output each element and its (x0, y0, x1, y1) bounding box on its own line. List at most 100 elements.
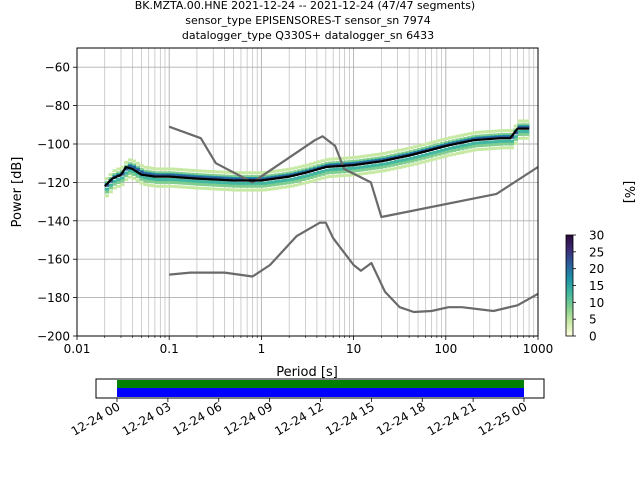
density-cell (151, 170, 156, 174)
density-cell (448, 136, 453, 140)
density-cell (286, 178, 291, 182)
density-cell (124, 160, 129, 164)
density-cell (120, 165, 125, 169)
density-cell (309, 173, 314, 177)
density-cell (490, 147, 495, 151)
density-cell (467, 149, 472, 153)
density-cell (193, 169, 198, 173)
density-cell (386, 164, 391, 168)
density-cell (324, 175, 329, 179)
density-cell (405, 147, 410, 151)
density-cell (305, 174, 310, 178)
x-tick-label: 10 (346, 342, 361, 356)
density-cell (401, 161, 407, 165)
density-cell (525, 136, 530, 140)
y-axis-label: Power [dB] (10, 157, 25, 228)
density-cell (255, 175, 260, 179)
density-cell (432, 144, 437, 148)
density-cell (232, 184, 237, 188)
density-cell (394, 149, 399, 153)
density-cell (185, 175, 191, 179)
density-cell (401, 158, 407, 162)
density-cell (127, 175, 133, 179)
density-cell (332, 167, 337, 171)
density-cell (216, 187, 221, 191)
density-cell (417, 148, 422, 152)
density-cell (228, 171, 233, 175)
density-cell (455, 145, 461, 149)
density-cell (120, 183, 125, 187)
density-cell (324, 168, 329, 172)
density-cell (251, 184, 256, 188)
density-cell (131, 166, 137, 170)
density-cell (174, 185, 179, 189)
density-cell (212, 180, 218, 184)
density-cell (363, 165, 368, 169)
density-cell (509, 129, 515, 133)
y-tick-label: −80 (45, 99, 70, 113)
colorbar-label: [%] (621, 181, 636, 204)
density-cell (282, 172, 287, 176)
density-cell (247, 171, 252, 175)
density-cell (328, 168, 333, 172)
density-cell (224, 181, 229, 185)
density-cell (166, 184, 171, 188)
density-cell (424, 142, 430, 146)
density-cell (201, 180, 206, 184)
density-cell (336, 167, 341, 171)
density-cell (193, 179, 198, 183)
density-cell (363, 171, 368, 175)
density-cell (397, 159, 403, 163)
density-cell (293, 183, 299, 187)
density-cell (193, 175, 198, 179)
density-cell (154, 171, 160, 175)
density-cell (343, 156, 349, 160)
x-tick-label: 100 (434, 342, 457, 356)
density-cell (386, 154, 391, 158)
density-cell (359, 158, 364, 162)
density-cell (262, 174, 268, 178)
density-cell (124, 167, 129, 171)
density-cell (266, 174, 272, 178)
density-cell (505, 142, 511, 146)
colorbar-tick-label: 30 (589, 229, 604, 243)
density-cell (405, 157, 410, 161)
density-cell (343, 167, 349, 171)
density-cell (494, 146, 499, 150)
density-cell (208, 183, 214, 187)
density-cell (127, 162, 133, 166)
density-cell (224, 188, 229, 192)
density-cell (347, 156, 353, 160)
density-cell (243, 184, 248, 188)
density-cell (347, 160, 353, 164)
density-cell (251, 175, 256, 179)
density-cell (417, 161, 422, 165)
density-cell (104, 180, 110, 184)
density-cell (397, 162, 403, 166)
density-cell (424, 146, 430, 150)
density-cell (413, 145, 418, 149)
density-cell (154, 180, 160, 184)
density-cell (459, 144, 464, 148)
density-cell (178, 171, 183, 175)
density-cell (274, 180, 279, 184)
density-cell (451, 148, 457, 152)
density-cell (432, 140, 437, 144)
density-cell (440, 148, 445, 152)
density-cell (490, 133, 495, 137)
density-cell (482, 140, 488, 144)
density-cell (116, 178, 121, 182)
density-cell (324, 171, 329, 175)
density-cell (428, 158, 434, 162)
density-cell (428, 145, 434, 149)
density-cell (139, 168, 144, 172)
density-cell (328, 161, 333, 165)
density-cell (478, 147, 484, 151)
density-cell (297, 182, 302, 186)
density-cell (301, 168, 306, 172)
density-cell (386, 168, 391, 172)
density-cell (262, 184, 268, 188)
density-cell (316, 160, 322, 164)
density-cell (409, 163, 414, 167)
density-cell (413, 155, 418, 159)
